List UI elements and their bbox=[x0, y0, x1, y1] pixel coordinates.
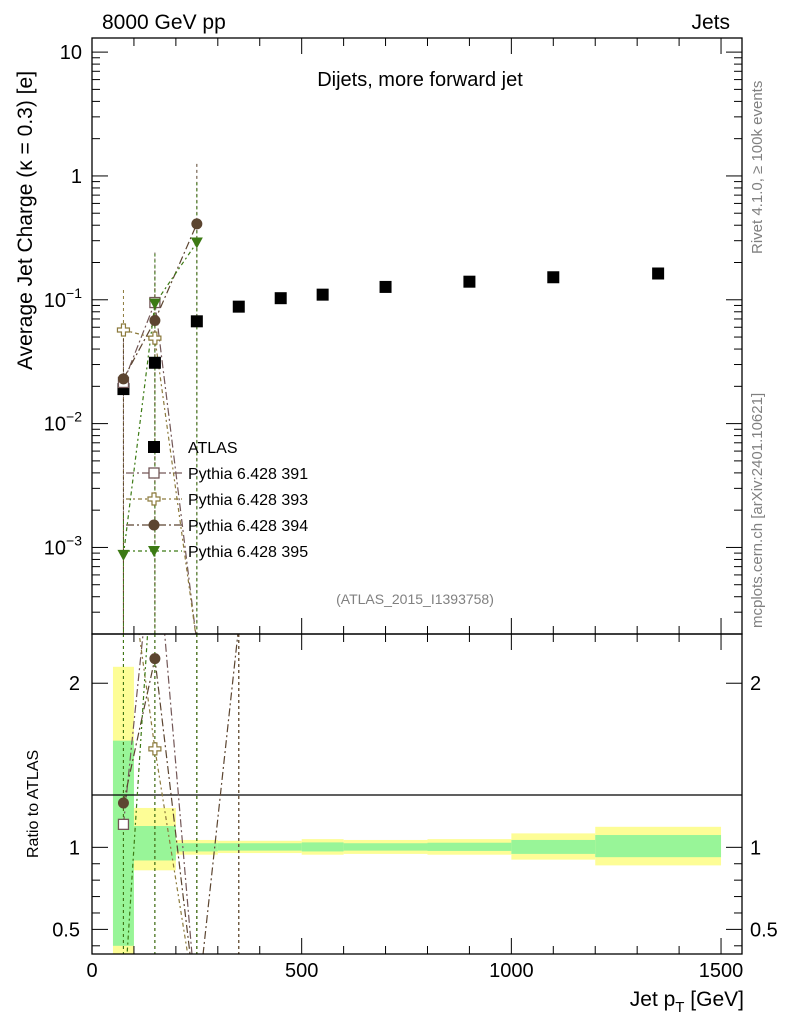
atlas-point bbox=[274, 292, 287, 305]
x-tick-label: 0 bbox=[86, 960, 97, 982]
legend-label: Pythia 6.428 395 bbox=[188, 544, 308, 561]
legend-marker bbox=[148, 441, 160, 453]
legend-marker bbox=[148, 467, 160, 479]
main-y-tick-label: 10−3 bbox=[44, 532, 82, 559]
ratio-axis-ticks bbox=[91, 634, 742, 954]
atlas-point bbox=[652, 267, 665, 280]
legend-entry: Pythia 6.428 394 bbox=[126, 518, 308, 535]
ratio-point bbox=[149, 653, 161, 665]
main-title: Dijets, more forward jet bbox=[317, 69, 523, 91]
ratio-y-tick-label: 0.5 bbox=[52, 919, 80, 941]
legend: ATLAS Pythia 6.428 391 Pythia 6.428 393 Pyt… bbox=[126, 440, 308, 561]
green-band bbox=[427, 842, 512, 851]
mc-point bbox=[149, 315, 161, 327]
series-line-2 bbox=[123, 329, 197, 634]
atlas-point bbox=[148, 356, 161, 369]
ratio-point bbox=[117, 797, 129, 809]
x-tick-label: 500 bbox=[285, 960, 318, 982]
ratio-uncertainty-bands bbox=[112, 666, 722, 954]
main-y-tick-labels: 10 1 10−1 10−2 10−3 bbox=[44, 42, 82, 559]
ratio-y-tick-labels: 2 2 1 1 0.5 0.5 bbox=[52, 673, 778, 941]
legend-marker bbox=[147, 492, 161, 506]
x-tick-label: 1500 bbox=[699, 960, 744, 982]
main-y-tick-label: 10−2 bbox=[44, 409, 82, 436]
green-band bbox=[301, 842, 344, 852]
green-band bbox=[595, 835, 722, 858]
atlas-point bbox=[547, 271, 560, 284]
legend-entry: Pythia 6.428 391 bbox=[126, 466, 308, 483]
legend-label: Pythia 6.428 394 bbox=[188, 518, 308, 535]
energy-label: 8000 GeV pp bbox=[102, 11, 226, 34]
jets-label: Jets bbox=[691, 11, 730, 34]
main-y-axis-label: Average Jet Charge (κ = 0.3) [e] bbox=[14, 71, 37, 370]
analysis-id: (ATLAS_2015_I1393758) bbox=[336, 591, 494, 607]
mc-point bbox=[117, 373, 129, 385]
main-axis-ticks bbox=[91, 38, 742, 635]
x-tick-label: 1000 bbox=[489, 960, 534, 982]
ratio-series-line bbox=[122, 634, 193, 954]
mcplots-label: mcplots.cern.ch [arXiv:2401.10621] bbox=[749, 393, 766, 628]
x-tick-labels: 0 500 1000 1500 bbox=[86, 960, 743, 982]
x-axis-label: Jet pT [GeV] bbox=[630, 988, 744, 1016]
ratio-y-tick-label-right: 0.5 bbox=[750, 919, 778, 941]
atlas-point bbox=[190, 315, 203, 328]
mc-point bbox=[190, 237, 203, 249]
ratio-y-tick-label: 2 bbox=[69, 673, 80, 695]
legend-label: ATLAS bbox=[188, 440, 238, 457]
legend-entry: Pythia 6.428 395 bbox=[126, 544, 308, 561]
ratio-series-line bbox=[126, 634, 149, 954]
ratio-y-axis-label: Ratio to ATLAS bbox=[25, 750, 42, 858]
main-y-tick-label: 10 bbox=[60, 42, 82, 64]
ratio-series-line bbox=[122, 634, 239, 954]
legend-marker bbox=[148, 519, 160, 531]
ratio-series-line bbox=[138, 634, 189, 954]
mc-point bbox=[148, 331, 162, 345]
mc-point bbox=[117, 549, 130, 561]
ratio-y-tick-label-right: 2 bbox=[750, 673, 761, 695]
legend-label: Pythia 6.428 393 bbox=[188, 492, 308, 509]
atlas-point bbox=[379, 280, 392, 293]
legend-label: Pythia 6.428 391 bbox=[188, 466, 308, 483]
main-panel: Dijets, more forward jet (ATLAS_2015_I13… bbox=[14, 37, 743, 635]
ratio-point bbox=[117, 818, 130, 831]
mc-point bbox=[148, 298, 161, 310]
mc-point bbox=[191, 218, 203, 230]
green-band bbox=[112, 740, 134, 946]
main-y-tick-label: 10−1 bbox=[44, 285, 82, 312]
ratio-panel: Ratio to ATLAS 2 2 1 1 0.5 0.5 0 500 1000 1500 J… bbox=[25, 633, 778, 1016]
series-line-4 bbox=[122, 242, 198, 556]
ratio-panel-frame bbox=[91, 633, 743, 955]
atlas-point bbox=[463, 275, 476, 288]
green-band bbox=[511, 839, 596, 854]
legend-entry: ATLAS bbox=[148, 440, 238, 457]
atlas-point bbox=[232, 300, 245, 313]
rivet-version-label: Rivet 4.1.0, ≥ 100k events bbox=[749, 81, 766, 254]
mc-point bbox=[116, 323, 131, 337]
ratio-point bbox=[148, 742, 162, 756]
main-y-tick-label: 1 bbox=[71, 166, 82, 188]
ratio-y-tick-label-right: 1 bbox=[750, 837, 761, 859]
legend-entry: Pythia 6.428 393 bbox=[126, 492, 308, 509]
green-band bbox=[217, 843, 302, 851]
ratio-y-tick-label: 1 bbox=[69, 837, 80, 859]
legend-marker bbox=[148, 546, 160, 557]
green-band bbox=[343, 843, 428, 851]
atlas-point bbox=[316, 288, 329, 301]
green-band bbox=[133, 826, 176, 861]
green-band bbox=[175, 843, 218, 852]
